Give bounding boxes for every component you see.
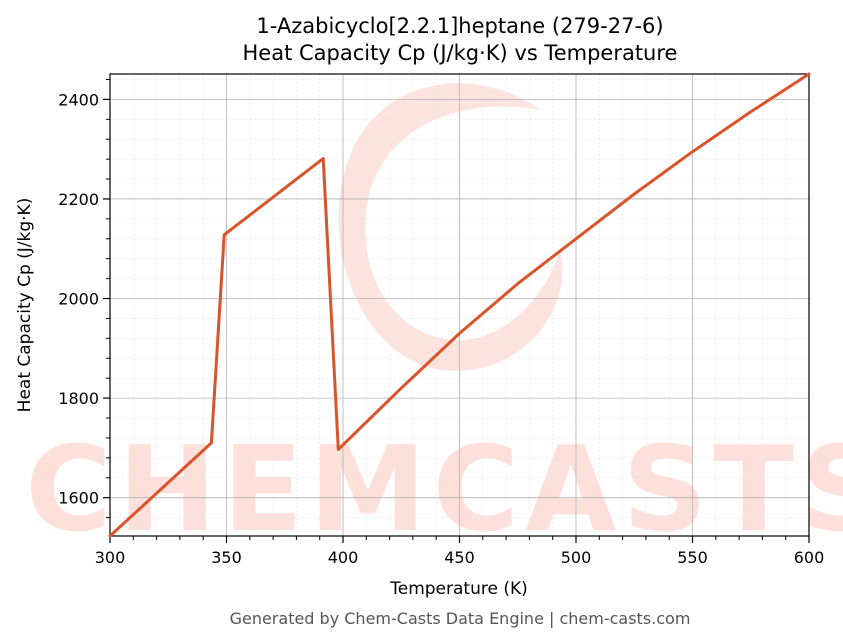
- x-tick-label: 400: [328, 548, 359, 567]
- x-tick-label: 350: [211, 548, 242, 567]
- y-tick-label: 2400: [58, 90, 99, 109]
- y-axis-label: Heat Capacity Cp (J/kg·K): [15, 198, 35, 413]
- chart-title-line2: Heat Capacity Cp (J/kg·K) vs Temperature: [243, 41, 678, 65]
- footer-credit: Generated by Chem-Casts Data Engine | ch…: [230, 609, 691, 628]
- y-tick-label: 1600: [58, 489, 99, 508]
- x-tick-label: 500: [561, 548, 592, 567]
- watermark-swirl: [338, 83, 563, 371]
- x-axis-label: Temperature (K): [389, 579, 528, 599]
- chemcasts-watermark: CHEMCASTS: [25, 83, 843, 558]
- y-tick-label: 2200: [58, 190, 99, 209]
- x-axis: 300 350 400 450 500 550 600: [95, 536, 825, 567]
- chart-title-line1: 1-Azabicyclo[2.2.1]heptane (279-27-6): [256, 14, 663, 38]
- x-tick-label: 600: [794, 548, 825, 567]
- x-tick-label: 550: [677, 548, 708, 567]
- x-tick-label: 300: [95, 548, 126, 567]
- watermark-text: CHEMCASTS: [25, 420, 843, 558]
- y-tick-label: 2000: [58, 290, 99, 309]
- y-tick-label: 1800: [58, 389, 99, 408]
- series-group: [108, 72, 811, 538]
- series-line-0: [108, 72, 811, 538]
- x-tick-label: 450: [444, 548, 475, 567]
- y-axis: 1600 1800 2000 2200 2400: [58, 78, 110, 519]
